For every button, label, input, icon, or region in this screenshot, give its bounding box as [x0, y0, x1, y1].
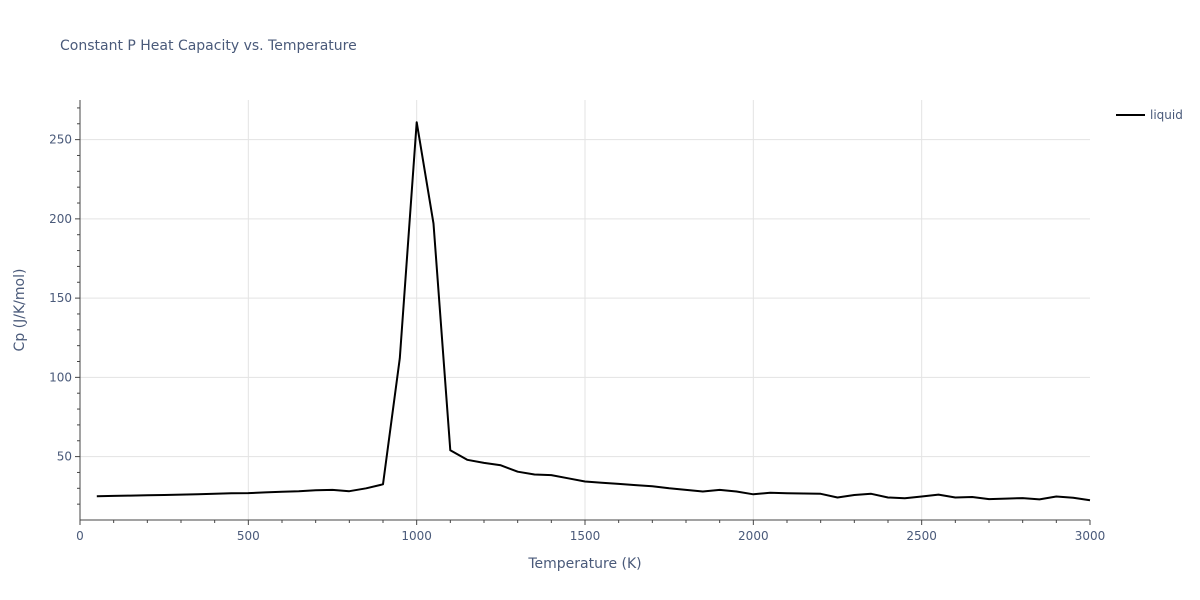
- x-tick-label: 3000: [1075, 529, 1106, 543]
- x-axis-title: Temperature (K): [527, 556, 641, 572]
- x-tick-label: 2000: [738, 529, 769, 543]
- x-tick-label: 0: [76, 529, 84, 543]
- y-tick-label: 200: [49, 212, 72, 226]
- x-tick-label: 1000: [401, 529, 432, 543]
- series-line-liquid[interactable]: [96, 121, 1091, 502]
- legend-label: liquid: [1150, 108, 1183, 122]
- series-layer: [96, 121, 1091, 502]
- y-tick-label: 100: [49, 370, 72, 384]
- x-tick-label: 2500: [906, 529, 937, 543]
- y-axis-title: Cp (J/K/mol): [12, 269, 28, 352]
- x-tick-label: 1500: [570, 529, 601, 543]
- chart-title: Constant P Heat Capacity vs. Temperature: [60, 38, 357, 54]
- grid-layer: [80, 100, 1090, 520]
- legend[interactable]: liquid: [1116, 108, 1183, 122]
- x-tick-label: 500: [237, 529, 260, 543]
- y-tick-label: 250: [49, 133, 72, 147]
- y-tick-label: 150: [49, 291, 72, 305]
- y-tick-label: 50: [57, 450, 72, 464]
